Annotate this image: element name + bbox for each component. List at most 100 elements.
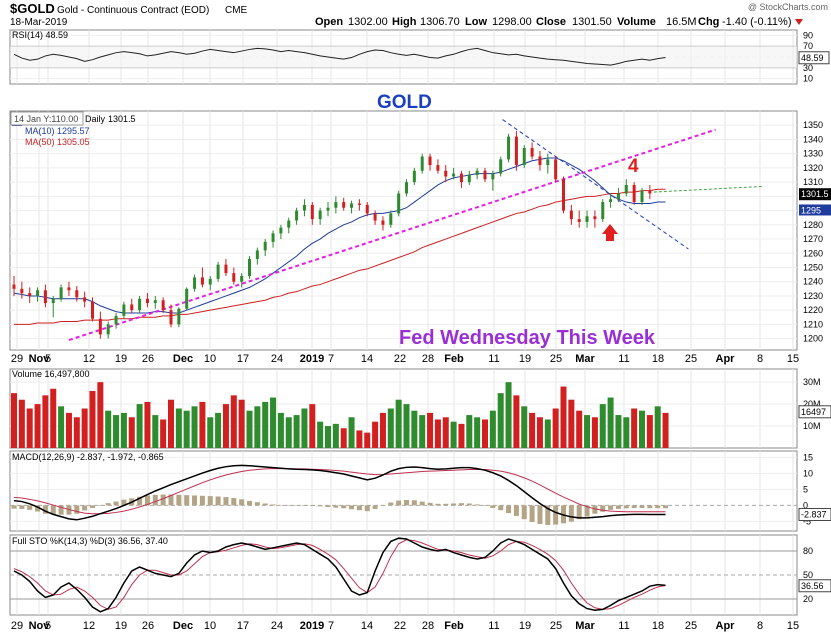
macd-histogram-bar bbox=[137, 496, 143, 506]
volume-bar bbox=[591, 417, 598, 448]
chart-marks bbox=[11, 47, 764, 613]
macd-histogram-bar bbox=[121, 499, 127, 506]
sto-tick: 80 bbox=[803, 546, 813, 556]
ma10-legend: MA(10) 1295.57 bbox=[25, 126, 90, 136]
volume-bar bbox=[411, 410, 418, 448]
macd-histogram-bar bbox=[247, 500, 252, 506]
x-tick-label: 12 bbox=[83, 353, 95, 365]
volume-bar bbox=[183, 410, 190, 448]
macd-histogram-bar bbox=[364, 505, 370, 512]
macd-histogram-bar bbox=[576, 505, 582, 520]
x-tick-label-bottom: 26 bbox=[142, 620, 154, 632]
volume-bar bbox=[662, 412, 669, 448]
volume-bar bbox=[458, 423, 465, 448]
macd-histogram-bar bbox=[545, 505, 551, 525]
volume-bar bbox=[615, 415, 622, 448]
macd-histogram-bar bbox=[498, 505, 504, 511]
macd-histogram-bar bbox=[50, 505, 56, 515]
macd-legend: MACD(12,26,9) -2.837, -1.972, -0.865 bbox=[12, 452, 164, 462]
volume-bar bbox=[317, 421, 324, 448]
sto-legend: Full STO %K(14,3) %D(3) 36.56, 37.40 bbox=[12, 536, 168, 546]
x-tick-label: Apr bbox=[716, 353, 736, 365]
wave-4-label: 4 bbox=[628, 156, 639, 177]
x-tick-label-bottom: 11 bbox=[618, 620, 629, 632]
macd-histogram-bar bbox=[301, 505, 307, 507]
macd-histogram-bar bbox=[388, 502, 394, 506]
price-tag-label: 1301.5 bbox=[801, 189, 829, 199]
x-tick-label: 18 bbox=[652, 353, 664, 365]
macd-histogram-bar bbox=[294, 505, 300, 506]
volume-bar bbox=[482, 419, 488, 448]
macd-histogram-bar bbox=[427, 502, 433, 506]
macd-histogram-bar bbox=[215, 496, 221, 506]
macd-value-box bbox=[798, 507, 831, 521]
sto-k-line bbox=[13, 537, 666, 613]
sto-tick: 50 bbox=[803, 570, 813, 580]
macd-histogram-bar bbox=[349, 505, 355, 510]
volume-bar bbox=[26, 408, 33, 448]
volume-bar bbox=[348, 417, 355, 448]
volume-bar bbox=[576, 410, 583, 448]
volume-bar bbox=[42, 395, 49, 448]
macd-histogram-bar bbox=[176, 494, 182, 506]
price-tick: 1250 bbox=[803, 262, 823, 272]
price-tag bbox=[799, 188, 831, 201]
x-tick-label-bottom: 19 bbox=[115, 620, 127, 632]
volume-bar bbox=[466, 415, 473, 448]
macd-histogram-bar bbox=[333, 505, 339, 508]
macd-tick: 0 bbox=[803, 500, 808, 510]
macd-histogram-bar bbox=[380, 505, 386, 506]
volume-bar bbox=[301, 408, 308, 448]
x-tick-label: 8 bbox=[757, 353, 763, 365]
macd-histogram-bar bbox=[341, 505, 347, 509]
open-value: 1302.00 bbox=[348, 16, 388, 28]
volume-bar bbox=[560, 386, 567, 448]
macd-histogram-bar bbox=[199, 495, 205, 506]
volume-bar bbox=[11, 393, 17, 448]
rsi-tick: 70 bbox=[803, 41, 813, 51]
volume-bar bbox=[254, 406, 261, 448]
fed-annotation: Fed Wednesday This Week bbox=[399, 327, 656, 349]
price-tick: 1280 bbox=[803, 220, 823, 230]
x-tick-label-bottom: 7 bbox=[328, 620, 334, 632]
macd-histogram-bar bbox=[608, 505, 614, 510]
x-tick-label: 11 bbox=[618, 353, 629, 365]
price-tick: 1330 bbox=[803, 149, 823, 159]
volume-bar bbox=[623, 417, 630, 448]
volume-bar bbox=[73, 417, 80, 448]
macd-histogram-bar bbox=[90, 505, 95, 508]
volume-bar bbox=[552, 408, 559, 448]
macd-histogram-bar bbox=[443, 503, 449, 506]
macd-histogram-bar bbox=[513, 505, 519, 516]
sto-tick: 20 bbox=[803, 594, 813, 604]
macd-histogram-bar bbox=[537, 505, 543, 524]
up-arrow-icon bbox=[602, 224, 618, 241]
low-label: Low bbox=[465, 16, 487, 28]
gold-title: GOLD bbox=[377, 92, 432, 113]
x-tick-label: Mar bbox=[575, 353, 595, 365]
sto-d-line bbox=[13, 539, 666, 610]
macd-histogram-bar bbox=[639, 505, 645, 508]
x-tick-label-bottom: 25 bbox=[685, 620, 697, 632]
volume-bar bbox=[536, 417, 543, 448]
x-tick-label: 22 bbox=[394, 353, 406, 365]
volume-bar bbox=[246, 410, 253, 448]
volume-bar bbox=[215, 412, 222, 448]
x-tick-label-bottom: 17 bbox=[237, 620, 249, 632]
macd-histogram-bar bbox=[615, 505, 621, 509]
credit: @ StockCharts.com bbox=[748, 2, 828, 12]
rsi-band bbox=[10, 46, 797, 68]
price-tick: 1260 bbox=[803, 248, 823, 258]
volume-bar bbox=[277, 412, 284, 448]
x-tick-label-bottom: 10 bbox=[204, 620, 216, 632]
x-tick-label-bottom: 25 bbox=[550, 620, 562, 632]
macd-value-label: -2.837 bbox=[801, 509, 827, 519]
x-tick-label: Feb bbox=[444, 353, 464, 365]
open-label: Open bbox=[315, 16, 343, 28]
volume-bar bbox=[191, 406, 198, 448]
volume-bar bbox=[50, 388, 57, 448]
macd-histogram-bar bbox=[207, 496, 213, 506]
macd-histogram-bar bbox=[631, 505, 637, 508]
rsi-line bbox=[13, 47, 666, 66]
rsi-value-box bbox=[798, 51, 830, 65]
